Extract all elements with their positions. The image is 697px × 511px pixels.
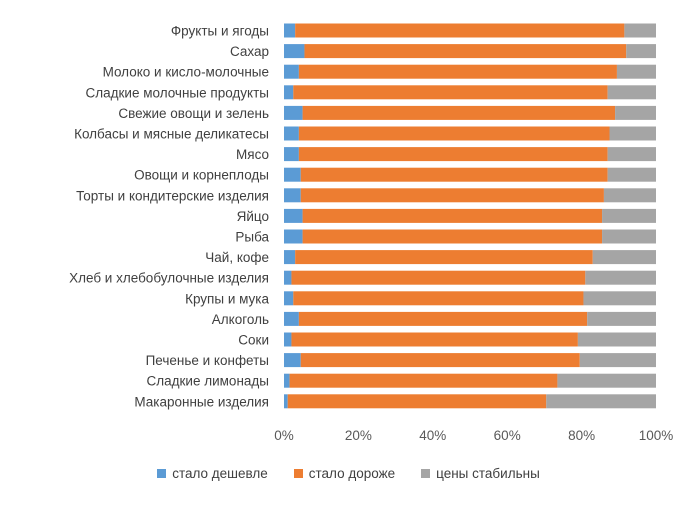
category-label-6: Мясо [236, 147, 269, 162]
category-label-15: Соки [238, 333, 269, 348]
category-label-7: Овощи и корнеплоды [134, 168, 269, 183]
category-label-8: Торты и кондитерские изделия [76, 188, 269, 203]
bar-segment-17-series-0 [284, 373, 290, 388]
bar-segment-10-series-1 [302, 229, 603, 244]
bar-segment-0-series-0 [284, 23, 296, 38]
x-tick-label-1: 20% [345, 428, 372, 443]
bar-segment-12-series-2 [585, 270, 656, 285]
x-tick-label-5: 100% [639, 428, 674, 443]
legend: стало дешевле стало дороже цены стабильн… [0, 466, 697, 481]
bar-segment-18-series-2 [546, 394, 656, 409]
bar-segment-17-series-1 [289, 373, 558, 388]
x-tick-label-3: 60% [494, 428, 521, 443]
category-label-16: Печенье и конфеты [146, 353, 269, 368]
bar-segment-6-series-1 [298, 147, 608, 162]
bar-segment-14-series-1 [298, 311, 588, 326]
category-label-18: Макаронные изделия [134, 394, 269, 409]
bar-segment-3-series-0 [284, 85, 294, 100]
x-tick-label-2: 40% [419, 428, 446, 443]
bar-segment-11-series-1 [295, 250, 593, 265]
bar-segment-16-series-0 [284, 353, 301, 368]
category-label-11: Чай, кофе [205, 250, 269, 265]
bar-segment-6-series-0 [284, 147, 299, 162]
bar-segment-2-series-0 [284, 64, 299, 79]
bar-segment-2-series-1 [298, 64, 617, 79]
bar-segment-9-series-0 [284, 208, 303, 223]
bar-segment-7-series-0 [284, 167, 301, 182]
legend-swatch-more-expensive [293, 469, 303, 478]
legend-item-more-expensive: стало дороже [293, 466, 396, 481]
bar-segment-13-series-1 [293, 291, 584, 306]
legend-item-cheaper: стало дешевле [157, 466, 268, 481]
bar-segment-11-series-2 [592, 250, 656, 265]
stacked-bar-chart: Фрукты и ягоды Сахар Молоко и кисло-молочн… [69, 23, 674, 443]
bar-segment-5-series-2 [609, 126, 656, 141]
bar-segment-18-series-1 [287, 394, 547, 409]
bar-segment-12-series-0 [284, 270, 292, 285]
bar-segment-7-series-2 [607, 167, 656, 182]
bar-segment-4-series-0 [284, 105, 303, 120]
bar-segment-15-series-0 [284, 332, 292, 347]
x-tick-label-4: 80% [568, 428, 595, 443]
bar-segment-10-series-0 [284, 229, 303, 244]
bar-segment-1-series-1 [304, 44, 627, 59]
bar-segment-1-series-2 [626, 44, 656, 59]
bar-segment-7-series-1 [300, 167, 608, 182]
bar-segment-11-series-0 [284, 250, 296, 265]
category-label-14: Алкоголь [212, 312, 269, 327]
bar-segment-18-series-0 [284, 394, 288, 409]
bar-segment-10-series-2 [602, 229, 656, 244]
bar-segment-16-series-1 [300, 353, 580, 368]
category-label-1: Сахар [230, 44, 269, 59]
legend-item-stable: цены стабильны [421, 466, 540, 481]
legend-label-cheaper: стало дешевле [172, 466, 268, 481]
bar-segment-13-series-0 [284, 291, 294, 306]
bar-segment-0-series-1 [295, 23, 625, 38]
bar-segment-15-series-2 [577, 332, 656, 347]
bar-segment-6-series-2 [607, 147, 656, 162]
bar-segment-12-series-1 [291, 270, 586, 285]
bar-segment-3-series-2 [607, 85, 656, 100]
legend-label-more-expensive: стало дороже [308, 466, 396, 481]
bar-segment-9-series-1 [302, 208, 603, 223]
category-label-4: Свежие овощи и зелень [118, 106, 269, 121]
bar-segment-15-series-1 [291, 332, 578, 347]
category-label-0: Фрукты и ягоды [171, 24, 269, 39]
bar-segment-2-series-2 [616, 64, 656, 79]
category-label-3: Сладкие молочные продукты [85, 85, 269, 100]
bar-segment-1-series-0 [284, 44, 305, 59]
bar-segment-8-series-1 [300, 188, 604, 203]
bar-segment-9-series-2 [602, 208, 656, 223]
category-label-5: Колбасы и мясные деликатесы [74, 127, 269, 142]
category-label-2: Молоко и кисло-молочные [103, 65, 269, 80]
bar-segment-17-series-2 [557, 373, 656, 388]
bar-segment-13-series-2 [583, 291, 656, 306]
bar-segment-5-series-1 [298, 126, 610, 141]
bar-segment-0-series-2 [624, 23, 656, 38]
legend-swatch-cheaper [157, 469, 167, 478]
legend-swatch-stable [421, 469, 431, 478]
bar-segment-14-series-2 [587, 311, 656, 326]
category-label-13: Крупы и мука [185, 291, 269, 306]
bar-segment-4-series-1 [302, 105, 616, 120]
bar-segment-5-series-0 [284, 126, 299, 141]
x-tick-label-0: 0% [274, 428, 294, 443]
bar-segment-4-series-2 [615, 105, 656, 120]
category-label-12: Хлеб и хлебобулочные изделия [69, 271, 269, 286]
category-label-9: Яйцо [237, 209, 269, 224]
bar-segment-14-series-0 [284, 311, 299, 326]
category-label-17: Сладкие лимонады [147, 374, 269, 389]
bar-segment-3-series-1 [293, 85, 608, 100]
bar-segment-16-series-2 [579, 353, 656, 368]
legend-label-stable: цены стабильны [436, 466, 540, 481]
bar-segment-8-series-0 [284, 188, 301, 203]
bar-segment-8-series-2 [603, 188, 656, 203]
category-label-10: Рыба [235, 230, 269, 245]
